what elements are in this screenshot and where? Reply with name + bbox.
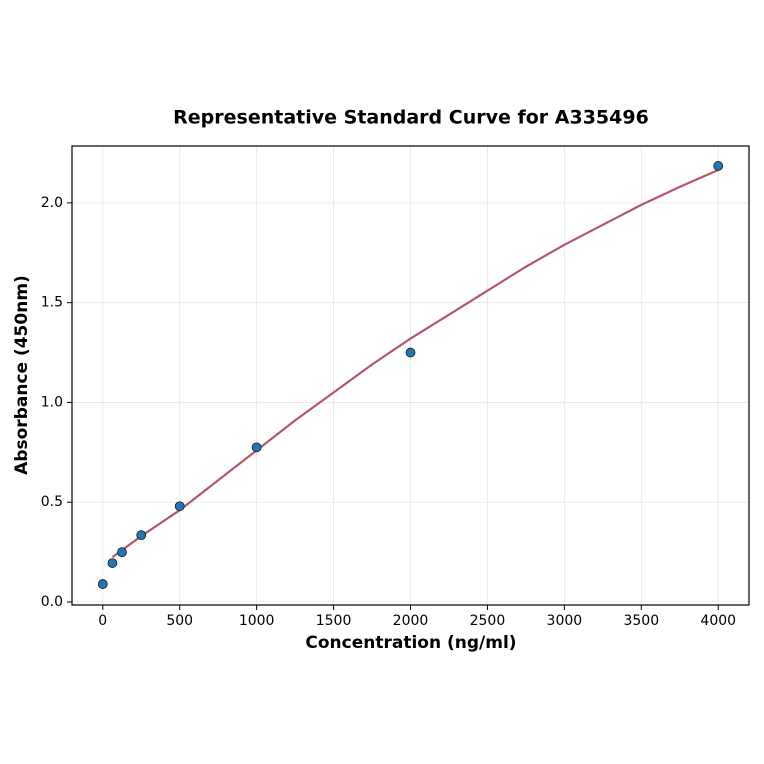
y-tick-label: 1.5	[41, 295, 63, 311]
x-tick-label: 3000	[547, 613, 583, 629]
data-point	[713, 161, 724, 171]
y-tick-label: 2.0	[41, 195, 63, 211]
data-point	[117, 547, 127, 558]
y-tick-label: 1.0	[41, 394, 63, 410]
x-tick-label: 3500	[623, 613, 659, 629]
y-tick-label: 0.0	[41, 594, 63, 610]
plot-frame	[71, 145, 750, 606]
data-point	[174, 501, 185, 512]
x-tick-label: 1500	[316, 613, 352, 629]
data-point	[251, 442, 262, 453]
data-point	[97, 579, 108, 589]
y-axis-label: Absorbance (450nm)	[12, 275, 32, 475]
data-point	[107, 558, 118, 568]
x-tick-label: 2000	[393, 613, 429, 629]
x-tick-label: 1000	[239, 613, 275, 629]
data-point	[405, 347, 416, 358]
data-point	[136, 530, 147, 541]
x-tick-label: 2500	[470, 613, 506, 629]
y-tick-label: 0.5	[41, 494, 63, 510]
x-axis-label: Concentration (ng/ml)	[305, 633, 516, 653]
x-tick-label: 4000	[700, 613, 736, 629]
fit-curve	[111, 168, 719, 558]
x-tick-label: 500	[166, 613, 193, 629]
chart-title: Representative Standard Curve for A33549…	[173, 107, 649, 129]
x-tick-label: 0	[98, 613, 107, 629]
